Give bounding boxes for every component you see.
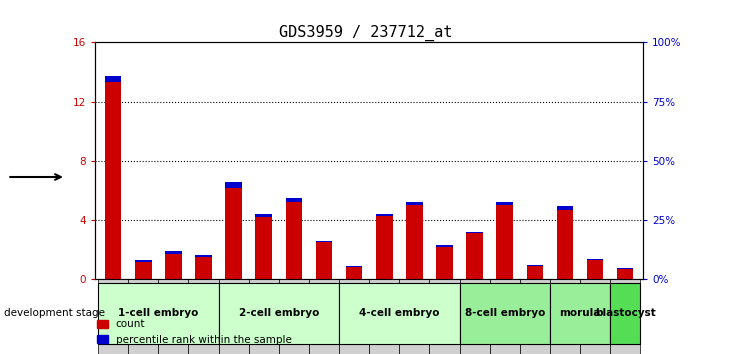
FancyBboxPatch shape [339, 282, 460, 343]
Bar [286, 198, 302, 202]
Text: GSM456658: GSM456658 [561, 282, 569, 337]
FancyBboxPatch shape [550, 282, 610, 343]
Text: 4-cell embryo: 4-cell embryo [359, 308, 439, 318]
Text: GSM456655: GSM456655 [470, 282, 479, 337]
Bar [135, 260, 151, 262]
FancyBboxPatch shape [580, 279, 610, 354]
Bar [225, 188, 242, 279]
FancyBboxPatch shape [460, 282, 550, 343]
Bar [255, 214, 272, 217]
FancyBboxPatch shape [610, 282, 640, 343]
FancyBboxPatch shape [98, 282, 219, 343]
Bar [526, 266, 543, 279]
Text: development stage: development stage [4, 308, 105, 318]
Bar [135, 262, 151, 279]
Text: morula: morula [559, 308, 601, 318]
Text: blastocyst: blastocyst [595, 308, 656, 318]
Bar [587, 260, 603, 279]
Bar [557, 206, 573, 210]
FancyBboxPatch shape [339, 279, 369, 354]
FancyBboxPatch shape [460, 279, 490, 354]
Legend: count, percentile rank within the sample: count, percentile rank within the sample [93, 315, 296, 349]
Bar [466, 233, 483, 279]
Bar [376, 214, 393, 216]
Text: GSM456653: GSM456653 [410, 282, 419, 337]
Bar [105, 82, 121, 279]
Bar [466, 232, 483, 233]
Bar [165, 251, 181, 254]
Bar [587, 259, 603, 260]
FancyBboxPatch shape [429, 279, 460, 354]
Bar [436, 247, 452, 279]
Bar [195, 255, 212, 257]
FancyBboxPatch shape [279, 279, 309, 354]
Bar [617, 268, 634, 269]
Bar [346, 267, 363, 279]
FancyBboxPatch shape [249, 279, 279, 354]
Text: GSM456652: GSM456652 [379, 282, 389, 336]
Text: GSM456660: GSM456660 [621, 282, 629, 337]
FancyBboxPatch shape [128, 279, 159, 354]
FancyBboxPatch shape [490, 279, 520, 354]
Text: 1-cell embryo: 1-cell embryo [118, 308, 199, 318]
Bar [376, 216, 393, 279]
FancyBboxPatch shape [610, 279, 640, 354]
Bar [406, 205, 423, 279]
Text: GDS3959 / 237712_at: GDS3959 / 237712_at [279, 25, 452, 41]
Text: 2-cell embryo: 2-cell embryo [238, 308, 319, 318]
FancyBboxPatch shape [189, 279, 219, 354]
FancyBboxPatch shape [550, 279, 580, 354]
Text: GSM456657: GSM456657 [530, 282, 539, 337]
Text: GSM456644: GSM456644 [139, 282, 148, 336]
Bar [496, 205, 513, 279]
Bar [165, 254, 181, 279]
Bar [617, 269, 634, 279]
FancyBboxPatch shape [219, 279, 249, 354]
Text: GSM456649: GSM456649 [289, 282, 298, 336]
FancyBboxPatch shape [159, 279, 189, 354]
FancyBboxPatch shape [309, 279, 339, 354]
Text: GSM456659: GSM456659 [591, 282, 599, 337]
FancyBboxPatch shape [98, 279, 128, 354]
Bar [526, 265, 543, 266]
Bar [316, 242, 333, 279]
Bar [436, 245, 452, 247]
Bar [316, 241, 333, 242]
Bar [346, 266, 363, 267]
FancyBboxPatch shape [399, 279, 429, 354]
Bar [496, 202, 513, 205]
Bar [255, 217, 272, 279]
Text: GSM456645: GSM456645 [169, 282, 178, 336]
Text: GSM456643: GSM456643 [109, 282, 118, 336]
Text: 8-cell embryo: 8-cell embryo [464, 308, 545, 318]
Text: GSM456646: GSM456646 [199, 282, 208, 336]
Bar [286, 202, 302, 279]
Text: GSM456651: GSM456651 [349, 282, 359, 337]
FancyBboxPatch shape [520, 279, 550, 354]
Bar [105, 76, 121, 82]
Text: GSM456654: GSM456654 [440, 282, 449, 336]
FancyBboxPatch shape [369, 279, 399, 354]
Text: GSM456647: GSM456647 [229, 282, 238, 336]
Text: GSM456656: GSM456656 [500, 282, 510, 337]
Bar [557, 210, 573, 279]
Bar [225, 182, 242, 188]
FancyBboxPatch shape [219, 282, 339, 343]
Bar [195, 257, 212, 279]
Bar [406, 202, 423, 205]
Text: GSM456650: GSM456650 [319, 282, 328, 337]
Text: GSM456648: GSM456648 [260, 282, 268, 336]
